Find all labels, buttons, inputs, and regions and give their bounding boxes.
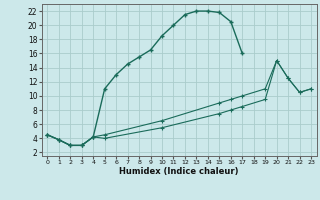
X-axis label: Humidex (Indice chaleur): Humidex (Indice chaleur): [119, 167, 239, 176]
